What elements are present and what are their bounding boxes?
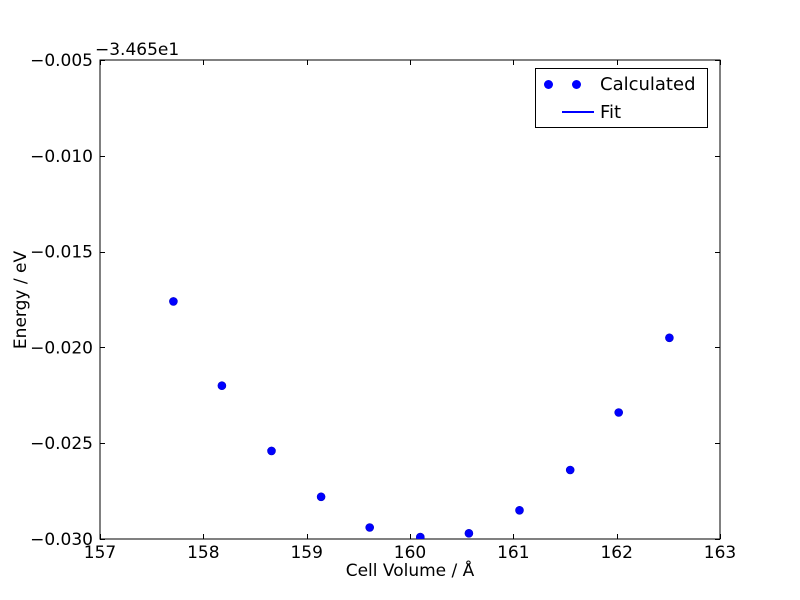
y-tick-label: −0.005	[30, 51, 93, 71]
fit-marker-icon	[536, 111, 594, 113]
y-axis-label: Energy / eV	[11, 250, 31, 350]
calculated-marker-icon	[536, 79, 590, 89]
y-tick-label: −0.030	[30, 530, 93, 550]
legend-label-calculated: Calculated	[600, 73, 696, 95]
data-point	[169, 297, 178, 306]
legend-label-fit: Fit	[600, 101, 622, 123]
x-tick-label: 159	[290, 543, 322, 563]
scatter-dot-icon	[544, 79, 553, 89]
legend-item-calculated: Calculated	[536, 71, 707, 97]
x-tick-label: 161	[497, 543, 529, 563]
calculated-points	[169, 297, 674, 539]
y-tick-label: −0.010	[30, 147, 93, 167]
x-tick-label: 158	[187, 543, 219, 563]
y-tick-label: −0.025	[30, 434, 93, 454]
y-tick-label: −0.015	[30, 243, 93, 263]
data-point	[267, 446, 276, 456]
data-point	[365, 523, 375, 532]
data-point	[665, 333, 674, 343]
data-point	[217, 381, 227, 391]
legend: Calculated Fit	[535, 68, 708, 128]
data-point	[614, 408, 624, 417]
y-tick-label: −0.020	[30, 338, 93, 358]
data-point	[464, 528, 474, 538]
data-point	[416, 532, 425, 539]
data-point	[316, 492, 326, 502]
fit-line-icon	[562, 111, 594, 113]
x-tick-label: 157	[84, 543, 116, 563]
x-tick-label: 162	[600, 543, 632, 563]
scatter-dot-icon	[572, 79, 581, 89]
x-tick-label: 160	[394, 543, 426, 563]
y-axis-offset-text: −3.465e1	[95, 40, 180, 60]
x-tick-label: 163	[704, 543, 736, 563]
legend-item-fit: Fit	[536, 99, 707, 125]
data-point	[515, 505, 524, 515]
data-point	[565, 465, 575, 475]
x-axis-label: Cell Volume / Å	[345, 561, 475, 581]
axes-spines	[99, 59, 721, 540]
